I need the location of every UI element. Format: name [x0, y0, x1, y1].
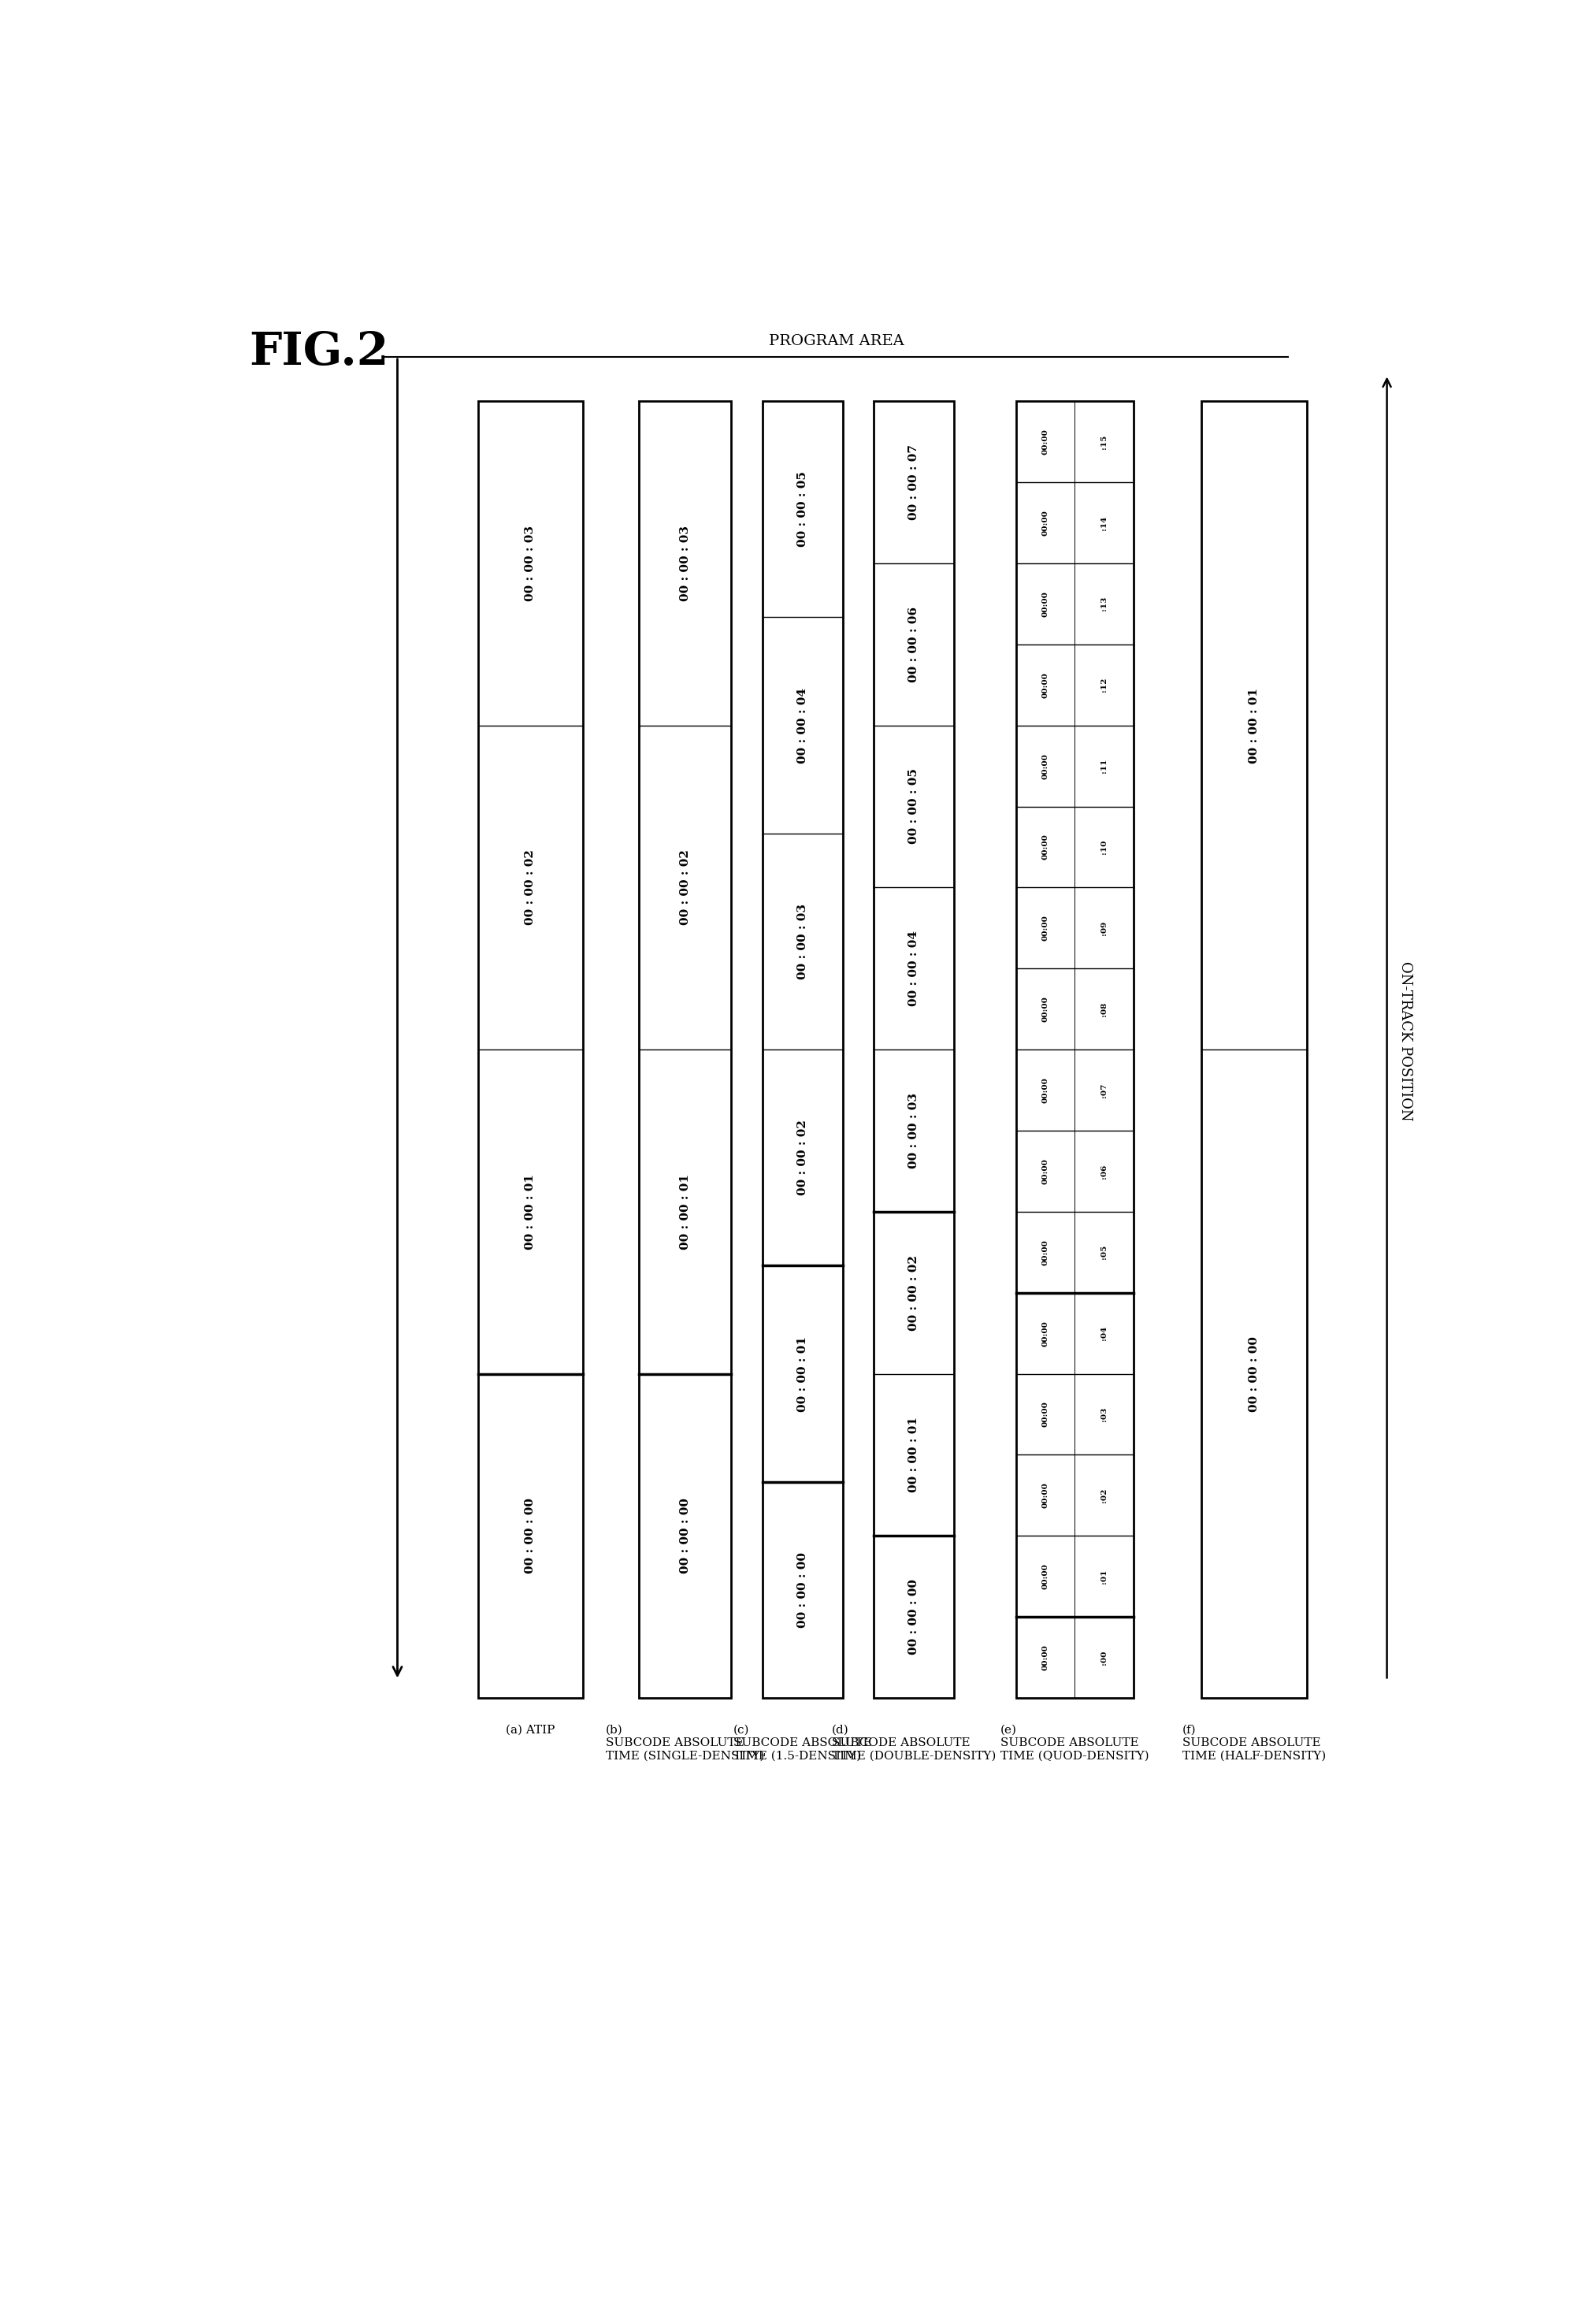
Text: 00:00: 00:00 [1042, 916, 1049, 941]
Text: (f)
SUBCODE ABSOLUTE
TIME (HALF-DENSITY): (f) SUBCODE ABSOLUTE TIME (HALF-DENSITY) [1183, 1726, 1326, 1760]
Text: 00:00: 00:00 [1042, 997, 1049, 1022]
Text: 00 : 00 : 00: 00 : 00 : 00 [680, 1497, 691, 1573]
Text: (e)
SUBCODE ABSOLUTE
TIME (QUOD-DENSITY): (e) SUBCODE ABSOLUTE TIME (QUOD-DENSITY) [1001, 1726, 1149, 1760]
Text: :02: :02 [1100, 1488, 1108, 1502]
Text: :07: :07 [1100, 1082, 1108, 1098]
Text: 00 : 00 : 03: 00 : 00 : 03 [680, 526, 691, 602]
Bar [873, 401, 954, 1698]
Text: :14: :14 [1100, 514, 1108, 531]
Text: 00:00: 00:00 [1042, 510, 1049, 535]
Text: :05: :05 [1100, 1246, 1108, 1260]
Text: 00:00: 00:00 [1042, 1158, 1049, 1183]
Text: :13: :13 [1100, 598, 1108, 611]
Text: (a) ATIP: (a) ATIP [506, 1726, 555, 1735]
Text: 00:00: 00:00 [1042, 671, 1049, 697]
Text: 00 : 00 : 00: 00 : 00 : 00 [796, 1553, 808, 1629]
Bar [763, 401, 843, 1698]
Text: 00 : 00 : 03: 00 : 00 : 03 [525, 526, 536, 602]
Text: 00:00: 00:00 [1042, 1564, 1049, 1590]
Bar [638, 401, 731, 1698]
Text: :08: :08 [1100, 1001, 1108, 1017]
Text: 00 : 00 : 01: 00 : 00 : 01 [680, 1174, 691, 1250]
Text: 00 : 00 : 00: 00 : 00 : 00 [908, 1578, 919, 1654]
Text: 00 : 00 : 00: 00 : 00 : 00 [525, 1497, 536, 1573]
Text: :00: :00 [1100, 1650, 1108, 1666]
Bar [477, 401, 583, 1698]
Text: 00:00: 00:00 [1042, 1077, 1049, 1103]
Text: 00 : 00 : 06: 00 : 00 : 06 [908, 607, 919, 683]
Text: :03: :03 [1100, 1407, 1108, 1421]
Text: 00:00: 00:00 [1042, 1645, 1049, 1670]
Text: 00 : 00 : 01: 00 : 00 : 01 [525, 1174, 536, 1250]
Text: 00 : 00 : 00: 00 : 00 : 00 [1248, 1336, 1259, 1412]
Text: :12: :12 [1100, 678, 1108, 692]
Text: 00 : 00 : 03: 00 : 00 : 03 [908, 1094, 919, 1167]
Text: 00 : 00 : 04: 00 : 00 : 04 [908, 930, 919, 1006]
Text: :10: :10 [1100, 840, 1108, 854]
Text: 00:00: 00:00 [1042, 1320, 1049, 1347]
Text: 00 : 00 : 01: 00 : 00 : 01 [908, 1416, 919, 1493]
Text: :04: :04 [1100, 1327, 1108, 1340]
Text: 00 : 00 : 02: 00 : 00 : 02 [525, 849, 536, 925]
Text: 00 : 00 : 04: 00 : 00 : 04 [796, 687, 808, 764]
Text: ON-TRACK POSITION: ON-TRACK POSITION [1398, 960, 1412, 1121]
Text: :09: :09 [1100, 920, 1108, 934]
Text: (b)
SUBCODE ABSOLUTE
TIME (SINGLE-DENSITY): (b) SUBCODE ABSOLUTE TIME (SINGLE-DENSIT… [605, 1726, 764, 1760]
Text: (c)
SUBCODE ABSOLUTE
TIME (1.5-DENSITY): (c) SUBCODE ABSOLUTE TIME (1.5-DENSITY) [733, 1726, 871, 1760]
Text: :06: :06 [1100, 1165, 1108, 1179]
Text: 00 : 00 : 02: 00 : 00 : 02 [680, 849, 691, 925]
Text: 00:00: 00:00 [1042, 1400, 1049, 1428]
Text: 00:00: 00:00 [1042, 1483, 1049, 1509]
Text: 00:00: 00:00 [1042, 429, 1049, 454]
Text: 00 : 00 : 02: 00 : 00 : 02 [796, 1119, 808, 1195]
Text: :01: :01 [1100, 1569, 1108, 1583]
Text: 00 : 00 : 01: 00 : 00 : 01 [796, 1336, 808, 1412]
Text: 00:00: 00:00 [1042, 835, 1049, 861]
Text: PROGRAM AREA: PROGRAM AREA [769, 335, 905, 348]
Text: 00 : 00 : 07: 00 : 00 : 07 [908, 445, 919, 519]
Text: (d)
SUBCODE ABSOLUTE
TIME (DOUBLE-DENSITY): (d) SUBCODE ABSOLUTE TIME (DOUBLE-DENSIT… [832, 1726, 996, 1760]
Text: :15: :15 [1100, 434, 1108, 450]
Text: 00:00: 00:00 [1042, 752, 1049, 780]
Text: 00:00: 00:00 [1042, 591, 1049, 616]
Text: 00 : 00 : 05: 00 : 00 : 05 [908, 768, 919, 844]
Text: FIG.2: FIG.2 [249, 330, 389, 374]
Text: 00 : 00 : 03: 00 : 00 : 03 [796, 904, 808, 980]
Text: 00 : 00 : 02: 00 : 00 : 02 [908, 1255, 919, 1331]
Text: 00:00: 00:00 [1042, 1239, 1049, 1264]
Text: :11: :11 [1100, 759, 1108, 773]
Text: 00 : 00 : 01: 00 : 00 : 01 [1248, 687, 1259, 764]
Bar [1017, 401, 1133, 1698]
Bar [1202, 401, 1307, 1698]
Text: 00 : 00 : 05: 00 : 00 : 05 [796, 471, 808, 547]
